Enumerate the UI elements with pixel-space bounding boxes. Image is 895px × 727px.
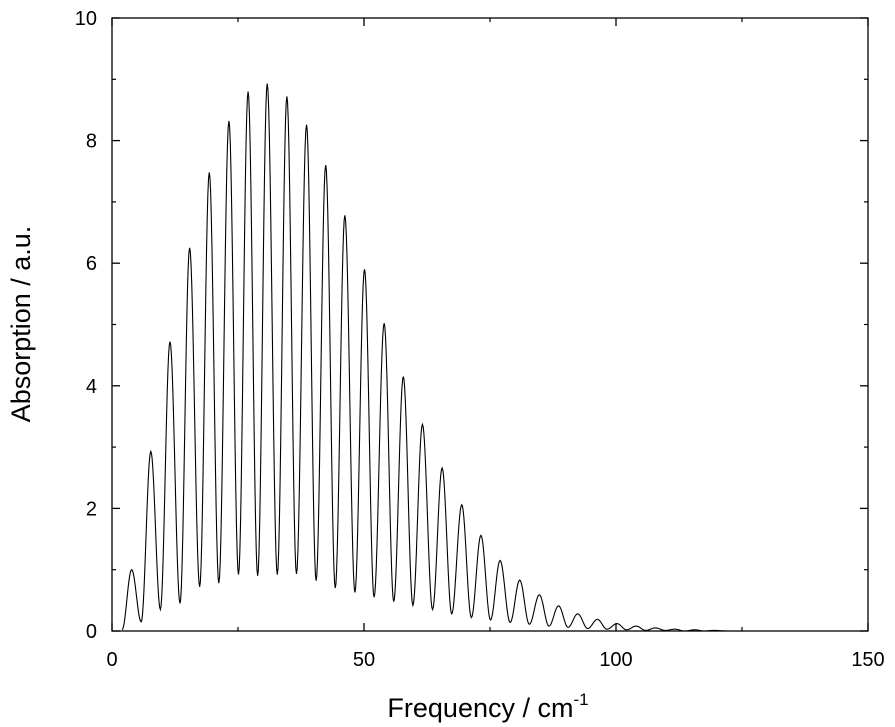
y-tick-label: 4 (86, 376, 97, 398)
y-tick-label: 8 (86, 131, 97, 153)
plot-frame (111, 17, 869, 632)
y-tick-label: 6 (86, 253, 97, 275)
x-tick-label: 50 (353, 649, 375, 671)
x-tick-label: 150 (851, 649, 884, 671)
x-axis-title-superscript: -1 (573, 690, 588, 709)
axis-ticks (111, 17, 869, 632)
y-tick-label: 10 (75, 8, 97, 30)
x-axis-title: Frequency / cm-1 (387, 690, 588, 723)
y-tick-label: 2 (86, 498, 97, 520)
y-tick-label: 0 (86, 621, 97, 643)
y-axis-title: Absorption / a.u. (6, 226, 36, 423)
x-tick-label: 100 (599, 649, 632, 671)
tick-labels: 0 50 100 150 0 2 4 6 8 10 (75, 8, 885, 671)
x-tick-label: 0 (106, 649, 117, 671)
series-line (121, 83, 727, 632)
